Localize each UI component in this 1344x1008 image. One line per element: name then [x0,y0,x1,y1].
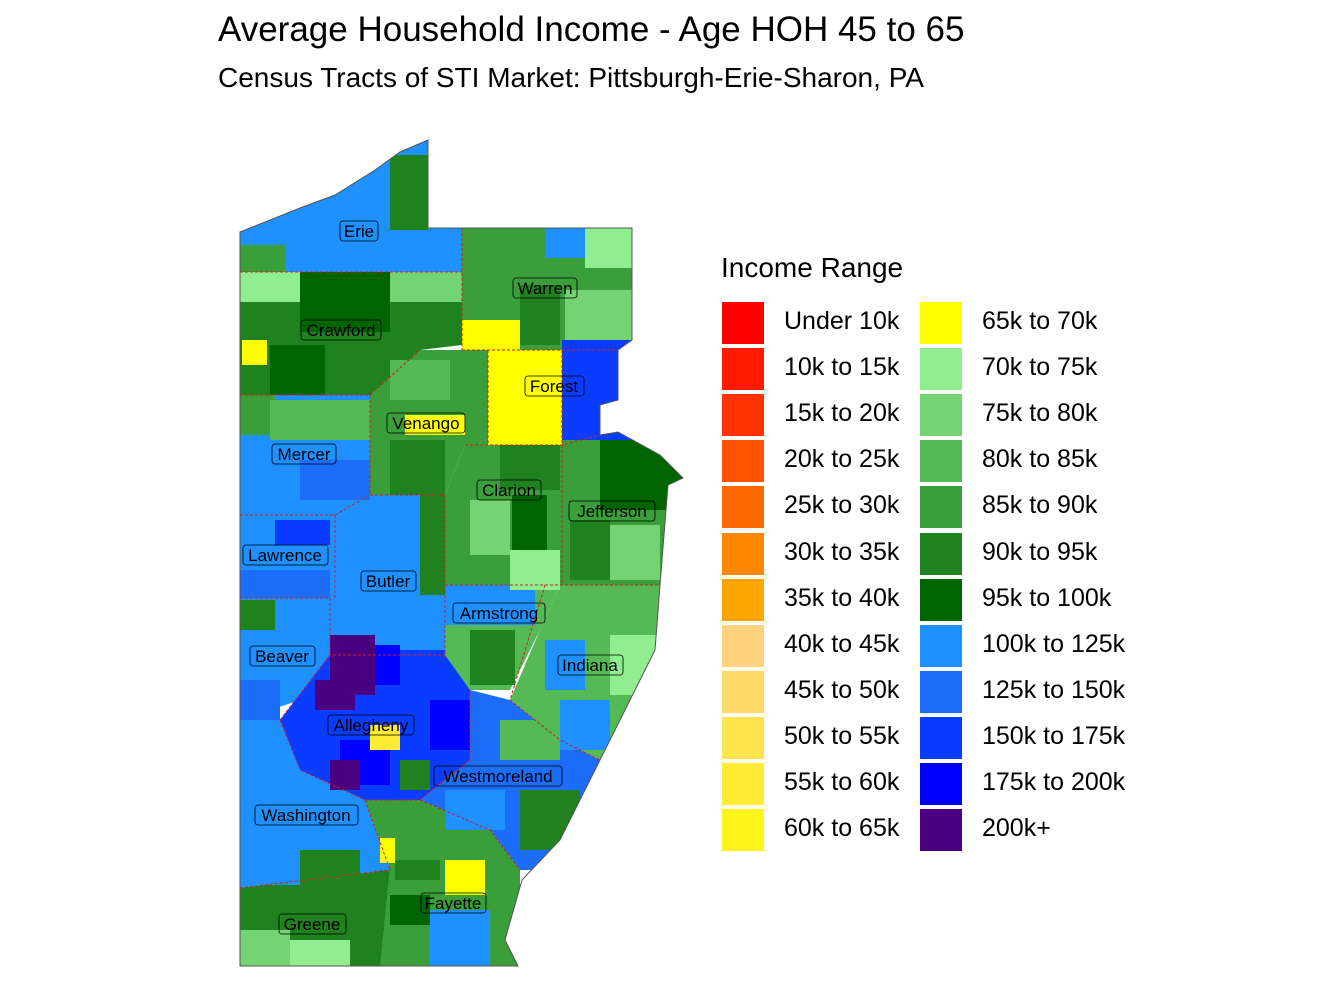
legend-swatch [920,578,962,621]
legend-swatch [722,809,764,852]
legend-label: 95k to 100k [982,583,1112,612]
svg-text:Lawrence: Lawrence [248,546,322,565]
county-label-armstrong: Armstrong [452,602,546,624]
legend-label: 45k to 50k [784,675,900,704]
legend-swatch [722,440,764,483]
legend-label: 150k to 175k [982,721,1126,750]
legend-label: 65k to 70k [982,307,1098,335]
svg-text:Beaver: Beaver [255,647,309,666]
legend-swatch [920,532,962,575]
county-label-lawrence: Lawrence [242,544,329,566]
legend-label: 25k to 30k [784,491,900,520]
county-label-warren: Warren [512,277,578,299]
county-label-mercer: Mercer [271,443,337,465]
county-label-beaver: Beaver [249,645,316,667]
svg-text:Fayette: Fayette [425,894,482,913]
legend-label: 30k to 35k [784,537,900,566]
legend-label: 15k to 20k [784,399,900,428]
legend-label: 70k to 75k [982,353,1098,382]
legend-swatch [920,486,962,529]
legend-swatch [920,302,962,344]
county-label-indiana: Indiana [557,654,624,676]
svg-text:Forest: Forest [530,377,578,396]
svg-text:Venango: Venango [392,414,459,433]
legend-label: 85k to 90k [982,491,1098,520]
county-label-erie: Erie [339,220,379,242]
svg-text:Armstrong: Armstrong [460,604,538,623]
svg-text:Indiana: Indiana [562,656,618,675]
legend-label: 20k to 25k [784,445,900,474]
legend-swatch [920,624,962,667]
legend-label: 55k to 60k [784,768,900,796]
legend-label: 50k to 55k [784,721,900,750]
svg-text:Washington: Washington [261,806,350,825]
county-label-washington: Washington [254,804,359,826]
legend-label: 75k to 80k [982,399,1098,428]
county-label-clarion: Clarion [476,479,542,501]
legend-label: 35k to 40k [784,583,900,612]
county-label-crawford: Crawford [300,319,382,341]
legend-label: Under 10k [784,307,900,335]
legend-swatch [920,809,962,852]
svg-text:Butler: Butler [366,572,411,591]
legend-label: 90k to 95k [982,537,1098,566]
legend-swatch [722,670,764,713]
legend-label: 125k to 150k [982,675,1126,704]
legend-swatch [920,440,962,483]
county-label-westmoreland: Westmoreland [433,765,563,787]
legend-label: 200k+ [982,814,1051,843]
county-label-venango: Venango [386,412,466,434]
county-label-allegheny: Allegheny [327,714,415,736]
svg-text:Warren: Warren [517,279,572,298]
legend-label: 40k to 45k [784,629,900,658]
legend-label: 100k to 125k [982,629,1126,658]
county-fill-forest [488,350,562,445]
legend-label: 10k to 15k [784,353,900,382]
svg-text:Jefferson: Jefferson [577,502,647,521]
svg-text:Allegheny: Allegheny [334,716,409,735]
legend-swatch [722,716,764,759]
map-title: Average Household Income - Age HOH 45 to… [218,10,965,49]
county-fill-butler [330,495,445,655]
svg-text:Westmoreland: Westmoreland [443,767,552,786]
legend-swatch [722,302,764,344]
legend-label: 60k to 65k [784,814,900,843]
tract-texture [240,155,683,966]
county-label-greene: Greene [278,913,347,935]
legend-swatch [920,716,962,759]
county-labels: Erie Warren Crawford Forest Venango Merc… [242,220,656,935]
county-label-jefferson: Jefferson [568,500,656,522]
legend-swatch [722,348,764,391]
svg-text:Erie: Erie [344,222,374,241]
legend-label: 80k to 85k [982,445,1098,474]
legend-swatch [722,486,764,529]
region-outline [239,139,684,967]
legend-swatch [722,394,764,437]
county-label-fayette: Fayette [420,892,487,914]
county-label-butler: Butler [360,570,417,592]
svg-text:Mercer: Mercer [278,445,331,464]
county-borders [240,228,660,889]
legend-title: Income Range [721,252,904,283]
county-label-forest: Forest [524,375,585,397]
legend-swatch [722,624,764,667]
svg-text:Clarion: Clarion [482,481,536,500]
legend-swatch [722,763,764,805]
legend-swatch [920,348,962,391]
county-fills [240,140,683,966]
legend-swatch [722,532,764,575]
map-subtitle: Census Tracts of STI Market: Pittsburgh-… [218,62,924,93]
legend-swatch [920,394,962,437]
svg-text:Greene: Greene [284,915,341,934]
choropleth-map: Erie Warren Crawford Forest Venango Merc… [239,139,684,967]
legend-swatch [920,670,962,713]
legend-swatch [722,578,764,621]
svg-text:Crawford: Crawford [307,321,376,340]
legend-swatch [920,763,962,805]
legend-label: 175k to 200k [982,768,1126,796]
